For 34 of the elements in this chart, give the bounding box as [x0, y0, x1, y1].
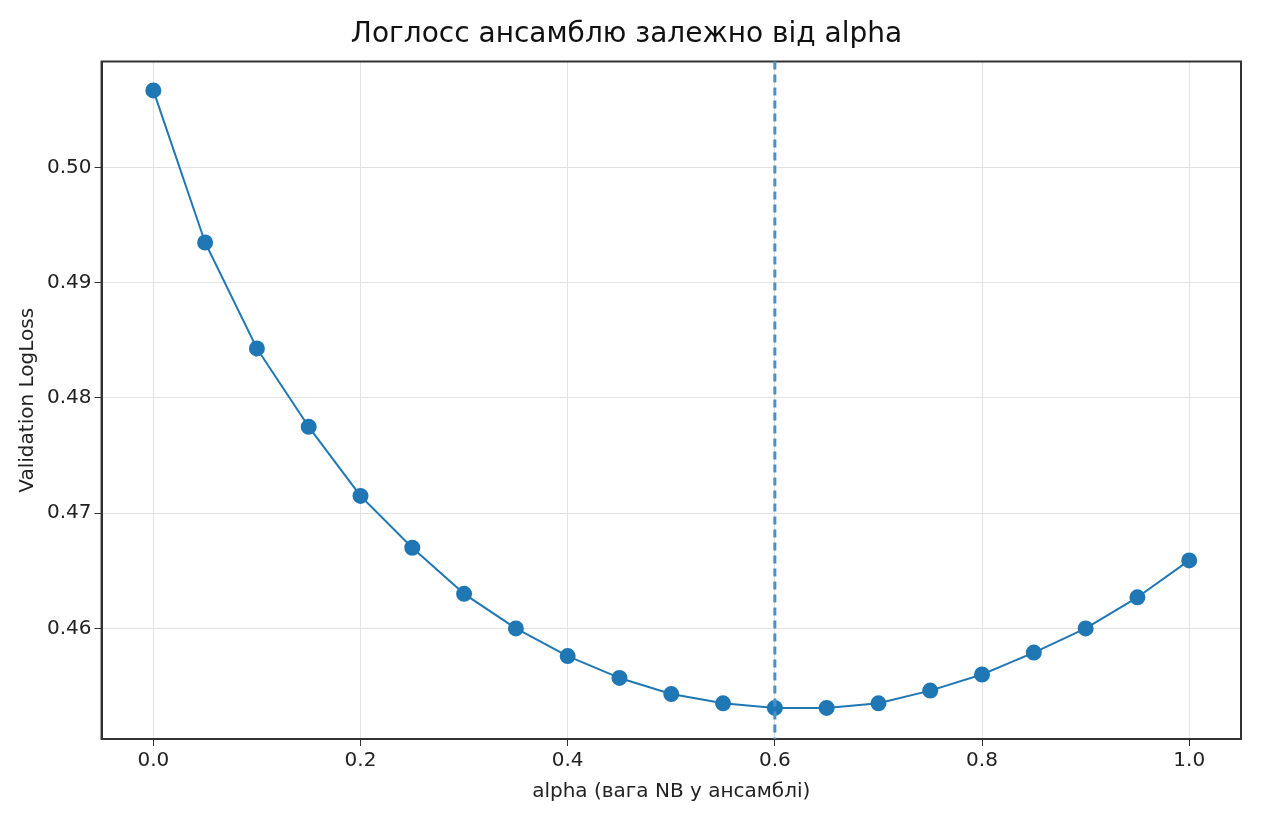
y-tick-label: 0.48	[47, 384, 92, 409]
point	[248, 340, 265, 357]
x-tick-label: 0.4	[551, 747, 584, 772]
x-tick-label: 0.6	[758, 747, 791, 772]
point	[818, 699, 835, 716]
point	[197, 234, 214, 251]
y-tick-label: 0.46	[47, 614, 92, 639]
point	[922, 682, 939, 699]
y-tick-label: 0.50	[47, 153, 92, 178]
point	[1129, 589, 1146, 606]
x-axis-title: alpha (вага NB у ансамблі)	[532, 778, 811, 803]
x-tick-label: 0.2	[344, 747, 377, 772]
y-axis-title: Validation LogLoss	[14, 307, 39, 493]
x-tick-label: 0.8	[966, 747, 998, 772]
chart-title: Логлосс ансамблю залежно від alpha	[350, 16, 903, 50]
point	[1181, 552, 1198, 569]
point	[300, 418, 317, 435]
point	[870, 695, 887, 712]
point	[1025, 644, 1042, 661]
y-tick-label: 0.49	[47, 268, 92, 293]
point	[611, 669, 628, 686]
point	[352, 487, 369, 504]
point	[559, 648, 576, 665]
y-tick-label: 0.47	[47, 499, 92, 524]
point	[456, 585, 473, 602]
x-tick-label: 0.0	[137, 747, 170, 772]
point	[974, 666, 991, 683]
point	[145, 82, 162, 99]
x-tick-label: 1.0	[1173, 747, 1206, 772]
point	[404, 539, 421, 556]
point	[663, 686, 680, 703]
point	[715, 695, 732, 712]
point	[1077, 620, 1094, 637]
point	[507, 620, 524, 637]
